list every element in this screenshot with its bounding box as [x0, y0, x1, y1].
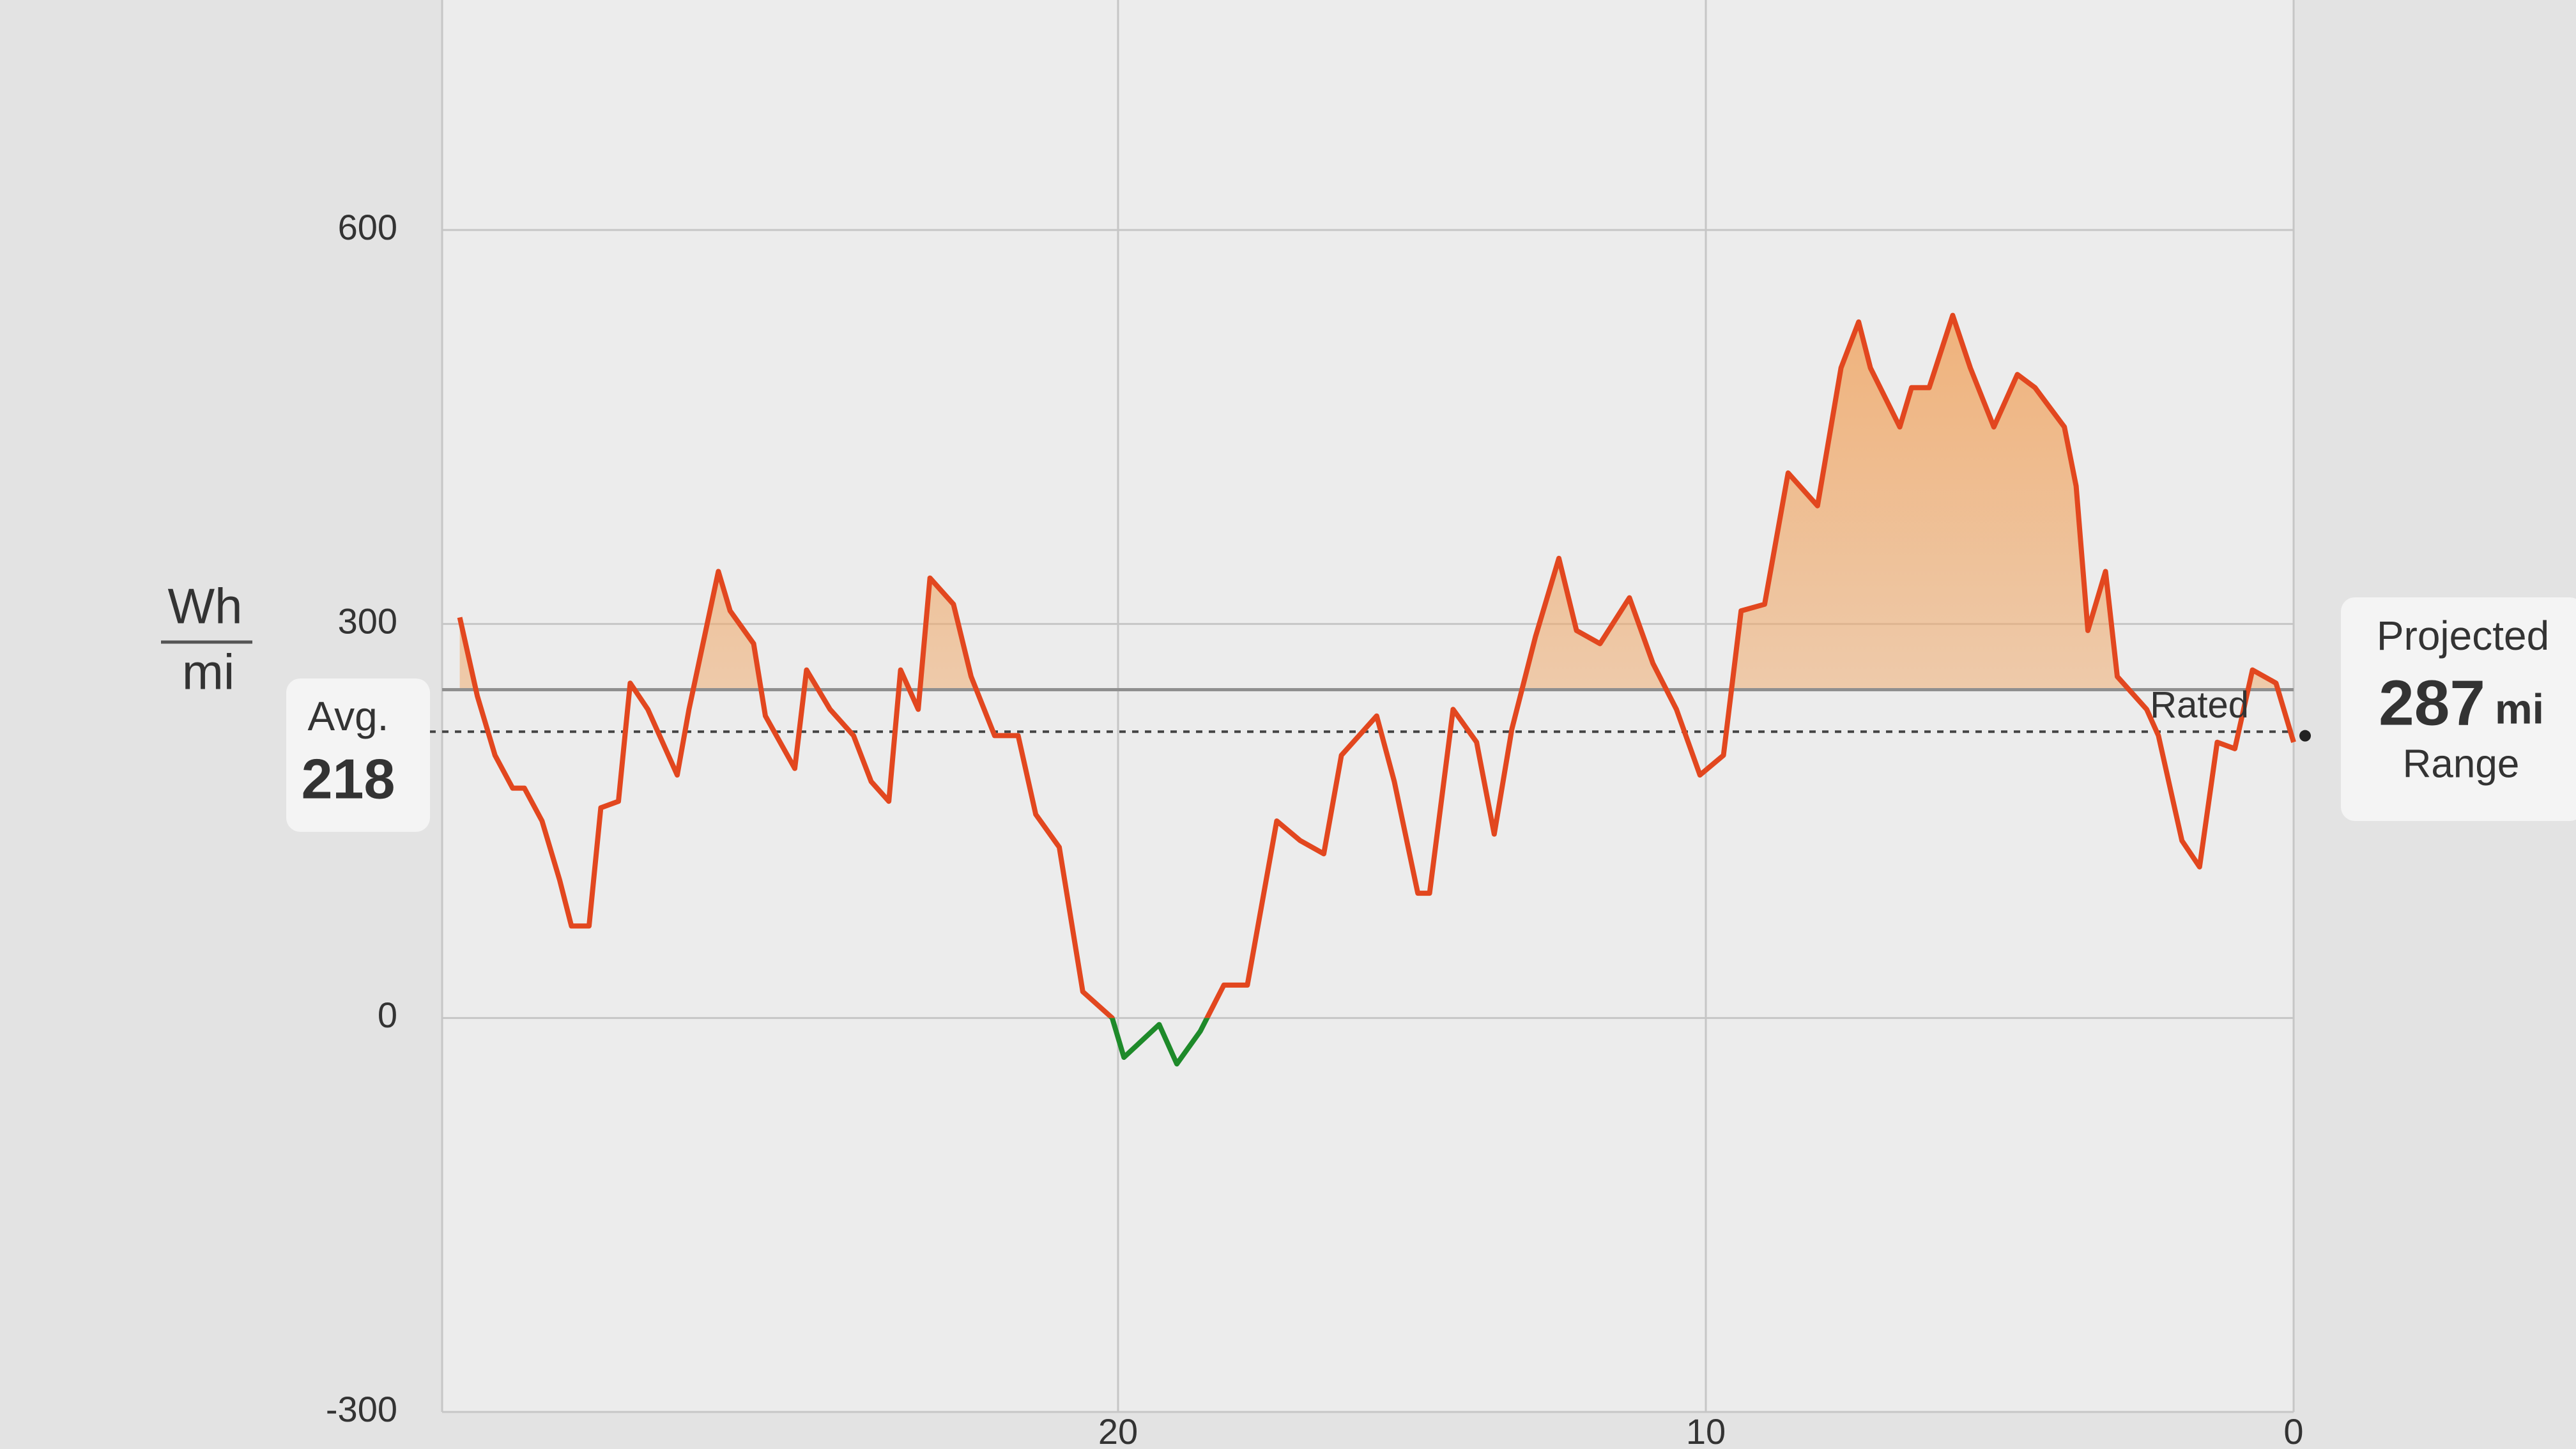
projected-caption: Range: [2403, 742, 2520, 786]
current-point: [2299, 730, 2311, 742]
plot-area: [442, 0, 2294, 1412]
rated-label: Rated: [2150, 684, 2249, 726]
x-tick-label: 10: [1686, 1411, 1726, 1449]
y-tick-label: 300: [338, 601, 397, 641]
y-tick-label: 600: [338, 207, 397, 247]
y-tick-label: -300: [326, 1389, 397, 1429]
average-label: Avg.: [308, 693, 389, 739]
average-box: [286, 678, 430, 832]
x-tick-label: 0: [2283, 1411, 2303, 1449]
average-value: 218: [302, 747, 395, 810]
projected-value: 287: [2379, 667, 2485, 739]
unit-denominator: mi: [182, 644, 234, 700]
x-tick-label: 20: [1098, 1411, 1138, 1449]
y-tick-label: 0: [378, 995, 397, 1035]
projected-title: Projected: [2377, 613, 2549, 659]
unit-numerator: Wh: [168, 578, 243, 634]
projected-unit: mi: [2495, 685, 2544, 732]
projected-box: [2341, 597, 2576, 821]
energy-line: [457, 312, 2296, 1018]
